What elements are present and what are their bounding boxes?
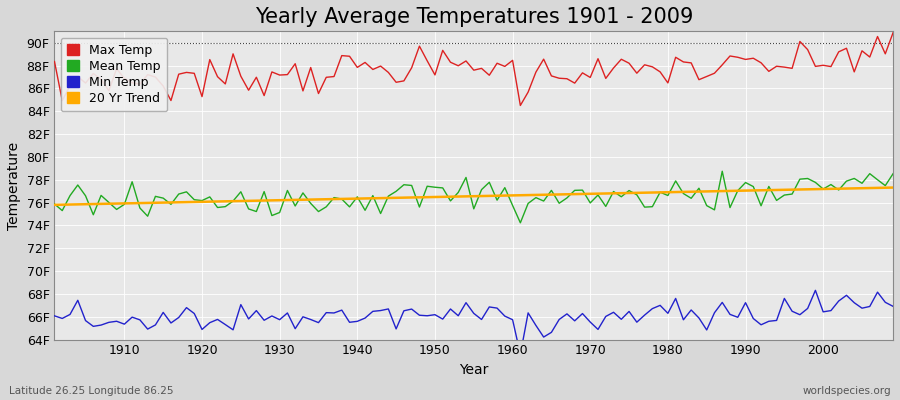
X-axis label: Year: Year (459, 363, 489, 377)
Title: Yearly Average Temperatures 1901 - 2009: Yearly Average Temperatures 1901 - 2009 (255, 7, 693, 27)
Y-axis label: Temperature: Temperature (7, 141, 21, 230)
Text: Latitude 26.25 Longitude 86.25: Latitude 26.25 Longitude 86.25 (9, 386, 174, 396)
Text: worldspecies.org: worldspecies.org (803, 386, 891, 396)
Legend: Max Temp, Mean Temp, Min Temp, 20 Yr Trend: Max Temp, Mean Temp, Min Temp, 20 Yr Tre… (60, 38, 167, 112)
